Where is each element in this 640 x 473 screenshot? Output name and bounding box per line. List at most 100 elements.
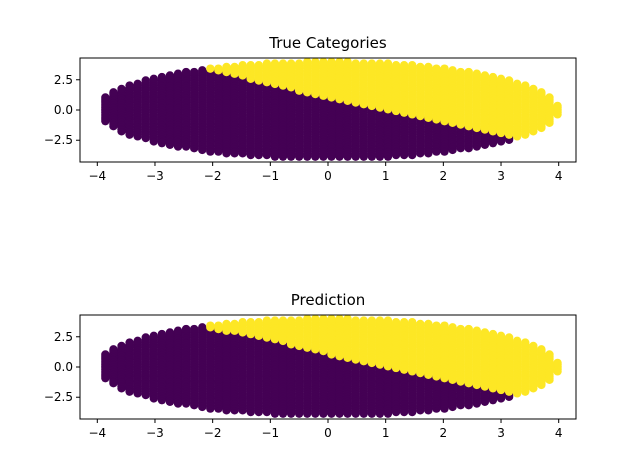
x-tick-label: 3	[497, 169, 505, 183]
point-category-0	[165, 71, 175, 80]
point-category-0	[165, 328, 175, 337]
point-category-1	[206, 321, 215, 330]
point-category-1	[488, 329, 498, 339]
point-category-1	[343, 58, 352, 67]
scatter-plot-area	[101, 58, 562, 161]
point-category-1	[246, 61, 255, 70]
point-category-1	[367, 316, 377, 325]
point-category-1	[521, 81, 530, 90]
subplot-prediction: Prediction −4 −3 −2 −1 0 1 2 3 4 2.50.0−2.5	[44, 291, 577, 440]
point-category-1	[303, 315, 312, 324]
point-category-1	[327, 58, 336, 67]
point-category-0	[117, 84, 126, 94]
point-category-1	[270, 59, 280, 68]
x-tick-label: 1	[382, 169, 390, 183]
point-category-1	[319, 315, 328, 324]
point-category-1	[391, 61, 401, 70]
point-category-1	[416, 62, 425, 72]
point-category-1	[294, 59, 304, 68]
point-category-1	[408, 61, 417, 70]
point-category-1	[391, 318, 401, 327]
subplot-title: True Categories	[268, 34, 387, 52]
point-category-1	[246, 318, 255, 327]
point-category-1	[278, 59, 288, 68]
point-category-1	[496, 74, 506, 84]
point-category-0	[141, 76, 150, 85]
point-category-1	[278, 316, 288, 325]
x-axis: −4 −3 −2 −1 0 1 2 3 4	[88, 162, 563, 183]
point-category-1	[335, 315, 344, 324]
x-tick-label: −4	[88, 169, 106, 183]
point-category-1	[351, 59, 360, 68]
point-category-1	[303, 58, 312, 67]
point-category-0	[133, 336, 142, 346]
point-category-0	[157, 329, 167, 339]
point-category-1	[383, 316, 393, 325]
point-category-1	[230, 62, 239, 72]
point-category-1	[432, 64, 441, 73]
x-tick-label: 4	[555, 169, 563, 183]
x-tick-label: 0	[324, 169, 332, 183]
point-category-1	[286, 316, 296, 325]
point-category-1	[206, 64, 215, 73]
point-category-1	[456, 324, 465, 334]
point-category-1	[480, 328, 490, 337]
point-category-1	[480, 71, 490, 80]
point-category-1	[553, 101, 562, 111]
point-category-0	[198, 66, 207, 75]
point-category-1	[359, 316, 368, 325]
point-category-1	[327, 315, 336, 324]
point-category-0	[133, 79, 142, 89]
y-tick-label: 2.5	[54, 73, 73, 87]
point-category-1	[383, 59, 393, 68]
point-category-1	[254, 61, 263, 70]
point-category-1	[262, 316, 272, 325]
point-category-1	[230, 319, 239, 329]
point-category-1	[504, 76, 514, 85]
point-category-1	[399, 61, 409, 70]
point-category-1	[472, 69, 481, 78]
point-category-0	[181, 324, 191, 334]
point-category-0	[141, 333, 150, 342]
scatter-plot-area	[101, 315, 562, 418]
point-category-0	[173, 69, 183, 78]
point-category-1	[545, 93, 554, 102]
point-category-0	[101, 93, 110, 102]
point-category-1	[448, 66, 457, 75]
point-category-1	[238, 61, 247, 70]
point-category-0	[117, 341, 126, 351]
x-tick-label: 2	[440, 169, 448, 183]
point-category-1	[375, 59, 385, 68]
point-category-1	[472, 326, 481, 335]
point-category-0	[149, 331, 159, 340]
point-category-1	[399, 318, 409, 327]
point-category-1	[254, 318, 263, 327]
point-category-1	[464, 324, 473, 334]
point-category-1	[440, 64, 449, 73]
point-category-0	[101, 350, 110, 359]
x-tick-label: −3	[146, 169, 164, 183]
y-axis: 2.50.0−2.5	[44, 73, 80, 147]
point-category-1	[432, 321, 441, 330]
point-category-1	[416, 319, 425, 329]
point-category-0	[149, 74, 159, 84]
point-category-0	[173, 326, 183, 335]
y-tick-label: −2.5	[44, 133, 73, 147]
point-category-1	[262, 59, 272, 68]
x-tick-label: −1	[261, 169, 279, 183]
point-category-1	[335, 58, 344, 67]
point-category-0	[109, 88, 118, 97]
point-category-1	[529, 84, 538, 94]
point-category-0	[190, 324, 199, 334]
point-category-1	[512, 79, 522, 89]
point-category-1	[537, 88, 546, 97]
point-category-0	[125, 338, 134, 347]
point-category-1	[222, 319, 231, 329]
point-category-1	[311, 58, 320, 67]
point-category-1	[311, 315, 320, 324]
point-category-1	[351, 316, 360, 325]
point-category-1	[294, 316, 304, 325]
point-category-1	[375, 316, 385, 325]
point-category-1	[319, 58, 328, 67]
point-category-1	[408, 318, 417, 327]
